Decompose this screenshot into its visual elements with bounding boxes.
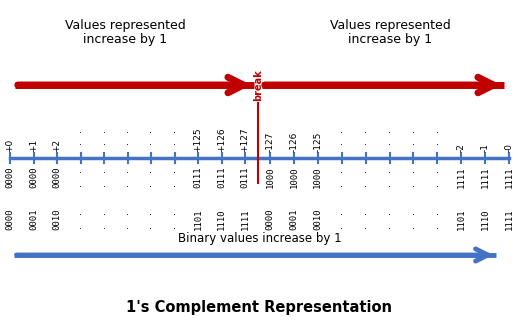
Text: 1101: 1101: [457, 208, 466, 229]
Text: break: break: [253, 69, 263, 101]
Text: 0000: 0000: [6, 166, 15, 187]
Text: ·
·: · ·: [149, 168, 153, 192]
Text: 0111: 0111: [194, 166, 202, 187]
Text: 1000: 1000: [266, 166, 275, 187]
Text: 0000: 0000: [6, 208, 15, 229]
Text: -0: -0: [504, 143, 513, 152]
Text: ·
·: · ·: [364, 168, 367, 192]
Text: ·
·: · ·: [436, 210, 439, 234]
Text: +126: +126: [217, 128, 226, 152]
Text: 0010: 0010: [313, 208, 322, 229]
Text: 0000: 0000: [29, 166, 38, 187]
Text: -127: -127: [266, 132, 275, 152]
Text: 0000: 0000: [52, 166, 61, 187]
Text: -125: -125: [313, 132, 322, 152]
Text: ·
·: · ·: [126, 168, 129, 192]
Text: ·
·: · ·: [173, 168, 176, 192]
Text: 0111: 0111: [240, 166, 250, 187]
Text: +0: +0: [6, 139, 15, 152]
Text: ·
·: · ·: [388, 129, 391, 150]
Text: 1000: 1000: [313, 166, 322, 187]
Text: 1's Complement Representation: 1's Complement Representation: [127, 300, 392, 315]
Text: ·
·: · ·: [102, 129, 105, 150]
Text: ·
·: · ·: [412, 168, 415, 192]
Text: Values represented: Values represented: [330, 19, 450, 32]
Text: +2: +2: [52, 139, 61, 152]
Text: ·
·: · ·: [412, 129, 415, 150]
Text: 1111: 1111: [240, 208, 250, 229]
Text: ·
·: · ·: [364, 210, 367, 234]
Text: +1: +1: [29, 139, 38, 152]
Text: -126: -126: [290, 132, 298, 152]
Text: 1111: 1111: [504, 208, 513, 229]
Text: +125: +125: [194, 128, 202, 152]
Text: -1: -1: [481, 143, 489, 152]
Text: +127: +127: [240, 128, 250, 152]
Text: ·
·: · ·: [436, 168, 439, 192]
Text: 0010: 0010: [52, 208, 61, 229]
Text: 1101: 1101: [194, 208, 202, 229]
Text: ·
·: · ·: [79, 210, 82, 234]
Text: 0001: 0001: [29, 208, 38, 229]
Text: ·
·: · ·: [173, 129, 176, 150]
Text: ·
·: · ·: [79, 168, 82, 192]
Text: 1110: 1110: [217, 208, 226, 229]
Text: ·
·: · ·: [149, 129, 153, 150]
Text: increase by 1: increase by 1: [348, 34, 432, 47]
Text: ·
·: · ·: [340, 168, 343, 192]
Text: 1110: 1110: [481, 208, 489, 229]
Text: ·
·: · ·: [364, 129, 367, 150]
Text: ·
·: · ·: [102, 168, 105, 192]
Text: ·
·: · ·: [126, 210, 129, 234]
Text: ·
·: · ·: [340, 210, 343, 234]
Text: 0000: 0000: [266, 208, 275, 229]
Text: Binary values increase by 1: Binary values increase by 1: [177, 232, 342, 245]
Text: 1111: 1111: [481, 166, 489, 187]
Text: ·
·: · ·: [79, 129, 82, 150]
Text: ·
·: · ·: [149, 210, 153, 234]
Text: -2: -2: [457, 143, 466, 152]
Text: ·
·: · ·: [340, 129, 343, 150]
Text: 0111: 0111: [217, 166, 226, 187]
Text: 1000: 1000: [290, 166, 298, 187]
Text: increase by 1: increase by 1: [83, 34, 167, 47]
Text: 1111: 1111: [504, 166, 513, 187]
Text: Values represented: Values represented: [65, 19, 185, 32]
Text: 0001: 0001: [290, 208, 298, 229]
Text: 1111: 1111: [457, 166, 466, 187]
Text: ·
·: · ·: [412, 210, 415, 234]
Text: ·
·: · ·: [388, 168, 391, 192]
Text: ·
·: · ·: [173, 210, 176, 234]
Text: ·
·: · ·: [436, 129, 439, 150]
Text: ·
·: · ·: [102, 210, 105, 234]
Text: ·
·: · ·: [388, 210, 391, 234]
Text: ·
·: · ·: [126, 129, 129, 150]
